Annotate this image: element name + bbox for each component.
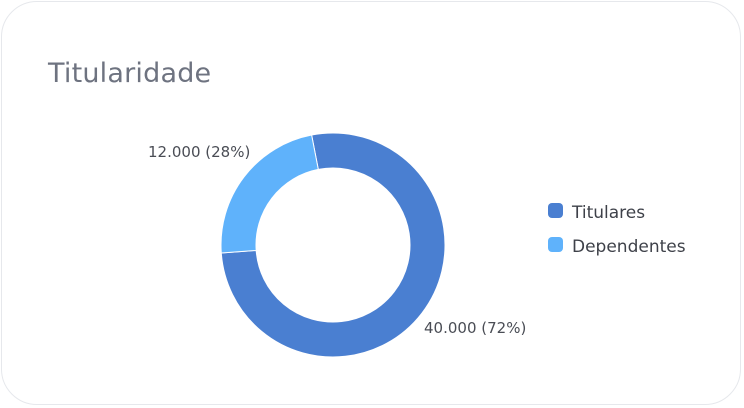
legend-label-dependentes: Dependentes bbox=[572, 237, 686, 257]
legend-swatch-titulares bbox=[548, 203, 563, 218]
legend-swatch-dependentes bbox=[548, 237, 563, 252]
chart-title: Titularidade bbox=[48, 58, 212, 89]
data-label-titulares: 40.000 (72%) bbox=[424, 319, 526, 337]
data-label-dependentes: 12.000 (28%) bbox=[148, 143, 250, 161]
donut-slice-dependentes[interactable] bbox=[220, 134, 319, 254]
donut-slice-titulares[interactable] bbox=[220, 132, 446, 358]
legend: Titulares Dependentes bbox=[548, 203, 686, 257]
legend-item-titulares[interactable]: Titulares bbox=[548, 203, 645, 223]
donut-slices bbox=[220, 132, 446, 358]
legend-label-titulares: Titulares bbox=[571, 203, 645, 223]
legend-item-dependentes[interactable]: Dependentes bbox=[548, 237, 686, 257]
